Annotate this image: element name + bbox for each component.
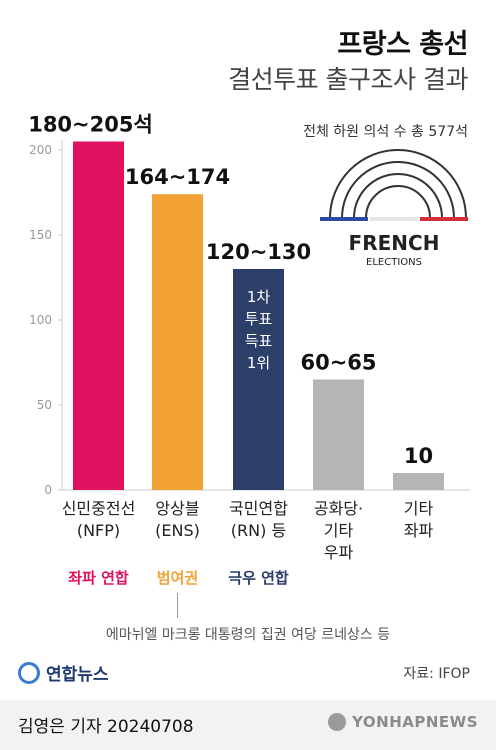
ens-footnote: 에마뉘엘 마크롱 대통령의 집권 여당 르네상스 등 <box>105 627 391 643</box>
y-tick-label: 100 <box>29 313 52 327</box>
y-tick-label: 50 <box>37 398 52 412</box>
rn-annotation: 득표 <box>245 332 273 350</box>
watermark: YONHAPNEWS <box>328 713 478 731</box>
watermark-text: YONHAPNEWS <box>352 713 478 731</box>
category-label: 기타 <box>324 521 354 540</box>
rn-annotation: 1위 <box>247 354 270 372</box>
rn-annotation: 1차 <box>247 288 271 306</box>
category-label: 기타 <box>404 499 434 518</box>
flag-blue-stripe <box>320 217 368 221</box>
value-label: 10 <box>404 444 433 468</box>
category-label: 좌파 <box>404 521 434 540</box>
reporter-credit: 김영은 기자 20240708 <box>18 717 194 737</box>
y-tick-label: 150 <box>29 228 52 242</box>
bar-0 <box>73 141 124 490</box>
y-tick-label: 0 <box>44 483 52 497</box>
french-elections-logo: FRENCH ELECTIONS <box>320 149 468 268</box>
value-label: 60~65 <box>300 351 376 375</box>
total-seats-note: 전체 하원 의석 수 총 577석 <box>303 124 468 140</box>
bar-chart: 0 50 100 150 200 180~205석 164~174 120~130 60~65… <box>28 113 470 618</box>
source-note: 자료: IFOP <box>403 666 470 682</box>
footer-bar <box>0 700 496 750</box>
value-label: 164~174 <box>125 165 230 189</box>
value-label: 120~130 <box>206 240 311 264</box>
yonhap-logo-icon <box>18 661 40 684</box>
y-axis: 0 50 100 150 200 <box>29 140 470 497</box>
chart-subtitle: 결선투표 출구조사 결과 <box>228 65 468 94</box>
bar-4 <box>393 473 444 490</box>
category-label: 공화당· <box>314 499 363 518</box>
category-label: 신민중전선 <box>62 499 136 518</box>
group-label: 범여권 <box>157 569 198 587</box>
bar-3 <box>313 379 364 490</box>
watermark-icon <box>328 713 347 731</box>
category-label: 국민연합 <box>229 499 288 518</box>
category-label: 우파 <box>324 543 354 562</box>
category-label: (NFP) <box>77 521 120 540</box>
rn-annotation: 투표 <box>245 310 273 328</box>
category-label: (ENS) <box>155 521 200 540</box>
flag-red-stripe <box>420 217 468 221</box>
category-label: (RN) 등 <box>231 521 286 540</box>
category-label: 앙상블 <box>155 499 199 518</box>
bar-2 <box>233 269 284 490</box>
brand-logo: 연합뉴스 <box>18 660 109 685</box>
group-label: 극우 연합 <box>228 569 289 587</box>
y-tick-label: 200 <box>29 143 52 157</box>
logo-french-text: FRENCH <box>349 231 440 255</box>
flag-white-stripe <box>370 217 418 221</box>
logo-elections-text: ELECTIONS <box>366 257 422 268</box>
value-label: 180~205석 <box>28 113 153 137</box>
category-labels: 신민중전선 (NFP) 좌파 연합 앙상블 (ENS) 범여권 국민연합 (RN) 등극우 연… <box>62 499 434 618</box>
group-label: 좌파 연합 <box>68 569 129 587</box>
bar-1 <box>152 194 203 490</box>
brand-name: 연합뉴스 <box>46 665 109 685</box>
chart-title: 프랑스 총선 <box>337 29 468 60</box>
bars <box>73 141 444 490</box>
